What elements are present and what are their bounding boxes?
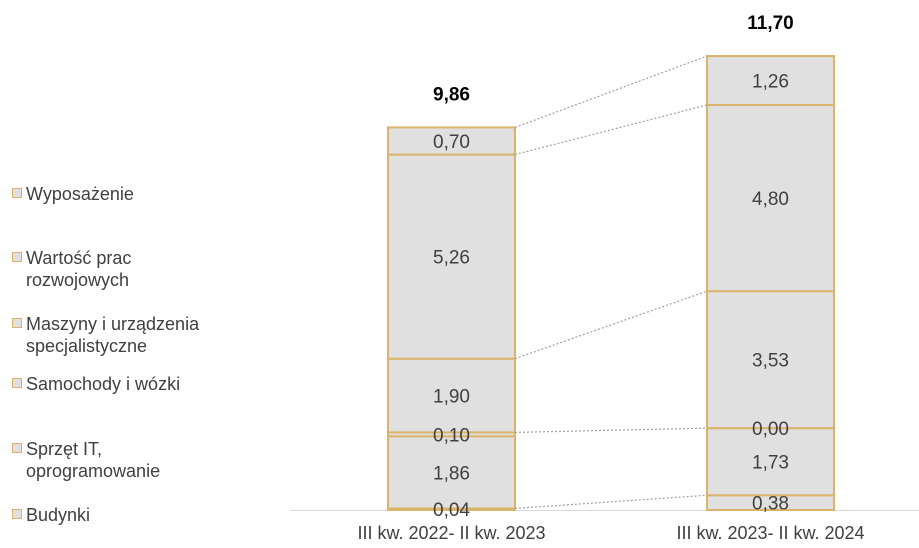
bar-segment	[387, 153, 516, 360]
legend-swatch	[12, 252, 22, 262]
legend-swatch	[12, 443, 22, 453]
x-tick-label: III kw. 2022- II kw. 2023	[357, 523, 545, 543]
connector-line	[514, 427, 708, 433]
bar-segment	[706, 103, 835, 293]
connector-line	[514, 290, 708, 360]
legend-label: Budynki	[26, 505, 91, 525]
connector-line	[514, 104, 708, 156]
legend-label: Wyposażenie	[26, 184, 134, 204]
legend-swatch	[12, 509, 22, 519]
legend-item-wartosc-prac-rozwojowych: Wartość prac rozwojowych	[12, 247, 176, 291]
data-label: 0,04	[433, 500, 470, 521]
bar-total-label: 9,86	[433, 84, 470, 105]
legend-swatch	[12, 188, 22, 198]
bar-segment	[387, 435, 516, 510]
bar-segment	[706, 290, 835, 430]
data-label: 0,38	[752, 494, 789, 515]
data-label: 1,26	[752, 71, 789, 92]
data-label: 0,70	[433, 132, 470, 153]
legend-item-samochody: Samochody i wózki	[12, 373, 256, 395]
bar-segment	[706, 427, 835, 497]
bar-total-label: 11,70	[747, 13, 794, 34]
legend-item-maszyny: Maszyny i urządzenia specjalistyczne	[12, 313, 241, 357]
legend-label: Maszyny i urządzenia specjalistyczne	[26, 314, 200, 356]
legend-item-sprzet-it: Sprzęt IT, oprogramowanie	[12, 438, 161, 482]
data-label: 1,86	[433, 463, 470, 484]
data-label: 1,73	[752, 453, 789, 474]
legend-item-wyposazenie: Wyposażenie	[12, 183, 256, 205]
data-label: 0,10	[433, 425, 470, 446]
connector-line	[514, 494, 708, 510]
legend-swatch	[12, 378, 22, 388]
data-label: 5,26	[433, 248, 470, 269]
legend-label: Samochody i wózki	[26, 374, 181, 394]
legend-swatch	[12, 318, 22, 328]
bar-segment	[387, 357, 516, 434]
bar-segment	[706, 55, 835, 106]
data-label: 1,90	[433, 387, 470, 408]
legend-label: Wartość prac rozwojowych	[26, 248, 132, 290]
data-label: 3,53	[752, 351, 789, 372]
x-tick-label: III kw. 2023- II kw. 2024	[676, 523, 864, 543]
data-label: 0,00	[752, 419, 789, 440]
legend-label: Sprzęt IT, oprogramowanie	[26, 439, 161, 481]
data-label: 4,80	[752, 189, 789, 210]
connector-line	[514, 55, 708, 128]
bar-segment	[387, 126, 516, 156]
legend-item-budynki: Budynki	[12, 504, 256, 526]
